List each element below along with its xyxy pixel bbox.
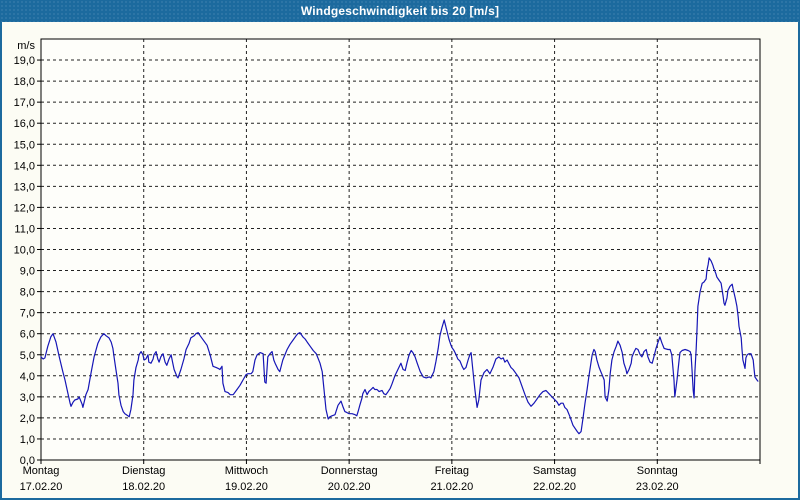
y-tick-label: 9,0 (20, 266, 35, 278)
y-tick-label: 3,0 (20, 392, 35, 404)
x-date-label: 22.02.20 (533, 481, 576, 493)
y-tick-label: 1,0 (20, 434, 35, 446)
x-day-label: Mittwoch (225, 465, 268, 477)
y-axis-unit-label: m/s (17, 40, 35, 52)
y-tick-label: 13,0 (14, 181, 35, 193)
wind-speed-line (40, 257, 759, 435)
y-tick-label: 16,0 (14, 118, 35, 130)
y-tick-label: 17,0 (14, 97, 35, 109)
y-tick-label: 10,0 (14, 245, 35, 257)
chart-title-bar: Windgeschwindigkeit bis 20 [m/s] (0, 0, 800, 22)
x-date-label: 17.02.20 (20, 481, 63, 493)
x-day-label: Freitag (435, 465, 469, 477)
y-tick-label: 11,0 (14, 223, 35, 235)
y-tick-label: 12,0 (14, 202, 35, 214)
x-date-label: 20.02.20 (328, 481, 371, 493)
y-tick-label: 15,0 (14, 139, 35, 151)
chart-title: Windgeschwindigkeit bis 20 [m/s] (300, 4, 500, 18)
y-tick-label: 14,0 (14, 160, 35, 172)
x-day-label: Dienstag (122, 465, 165, 477)
x-day-label: Donnerstag (321, 465, 378, 477)
x-date-label: 19.02.20 (225, 481, 268, 493)
x-day-label: Samstag (533, 465, 576, 477)
y-tick-label: 5,0 (20, 350, 35, 362)
y-tick-label: 4,0 (20, 371, 35, 383)
x-date-label: 23.02.20 (636, 481, 679, 493)
y-tick-label: 19,0 (14, 55, 35, 67)
x-day-label: Sonntag (637, 465, 678, 477)
y-tick-label: 2,0 (20, 413, 35, 425)
x-day-label: Montag (23, 465, 60, 477)
y-tick-label: 7,0 (20, 308, 35, 320)
y-tick-label: 0,0 (20, 455, 35, 467)
y-tick-label: 18,0 (14, 76, 35, 88)
y-tick-label: 6,0 (20, 329, 35, 341)
plot-background (41, 39, 760, 460)
y-tick-label: 8,0 (20, 287, 35, 299)
x-date-label: 18.02.20 (122, 481, 165, 493)
x-date-label: 21.02.20 (430, 481, 473, 493)
